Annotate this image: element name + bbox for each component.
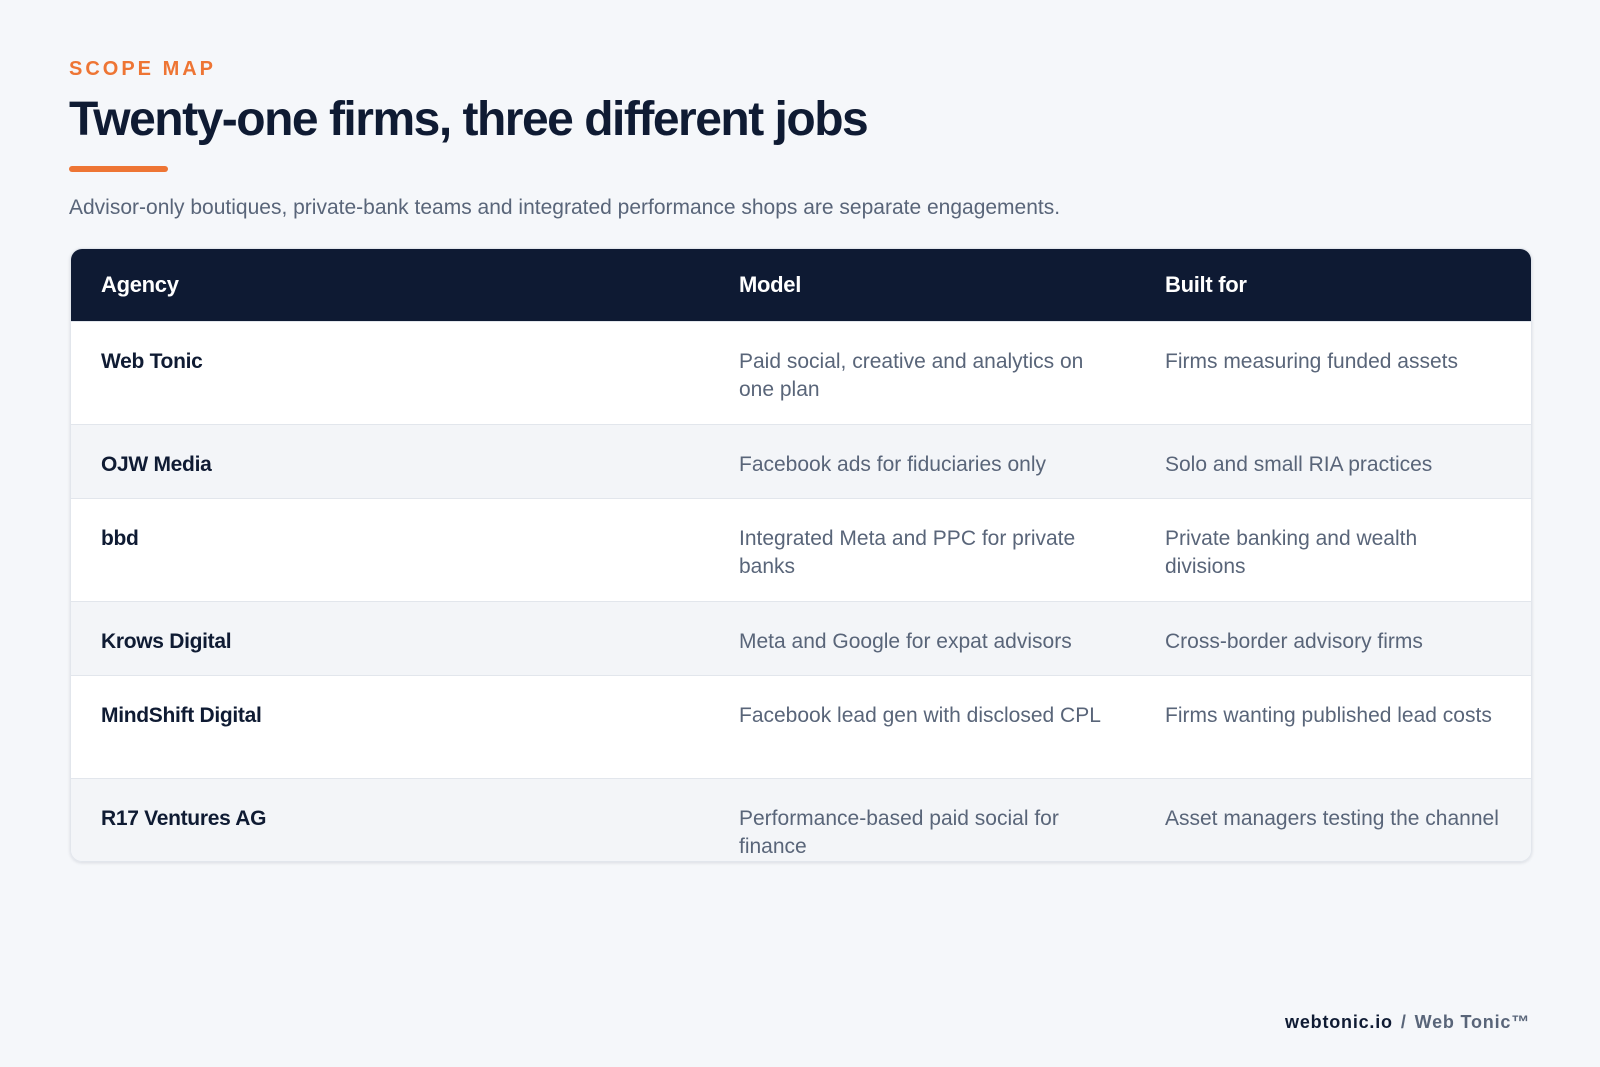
table-row: Krows Digital Meta and Google for expat a…: [71, 601, 1531, 676]
table-cell: Facebook lead gen with disclosed CPL: [709, 675, 1135, 779]
table: Agency Model Built for Web Tonic Paid socia…: [71, 249, 1531, 861]
header-cell: Model: [709, 249, 1135, 322]
table-cell: Firms measuring funded assets: [1135, 321, 1531, 425]
agency-cell: Krows Digital: [71, 601, 709, 676]
table-cell: Solo and small RIA practices: [1135, 424, 1531, 499]
table-cell: Facebook ads for fiduciaries only: [709, 424, 1135, 499]
agency-cell: OJW Media: [71, 424, 709, 499]
agency-cell: MindShift Digital: [71, 675, 709, 779]
table-cell: Paid social, creative and analytics on o…: [709, 321, 1135, 425]
table-body: Web Tonic Paid social, creative and analy…: [71, 321, 1531, 861]
header-cell: Built for: [1135, 249, 1531, 322]
table-row: bbd Integrated Meta and PPC for private b…: [71, 498, 1531, 602]
title: Twenty-one firms, three different jobs: [69, 93, 869, 146]
header-cell: Agency: [71, 249, 709, 322]
agency-cell: R17 Ventures AG: [71, 778, 709, 861]
table-cell: Meta and Google for expat advisors: [709, 601, 1135, 676]
table-row: MindShift Digital Facebook lead gen with …: [71, 675, 1531, 779]
table-row: R17 Ventures AG Performance-based paid so…: [71, 778, 1531, 861]
subtitle: Advisor-only boutiques, private-bank tea…: [69, 196, 1061, 219]
table-row: Web Tonic Paid social, creative and analy…: [71, 321, 1531, 425]
table-cell: Performance-based paid social for financ…: [709, 778, 1135, 861]
table-cell: Private banking and wealth divisions: [1135, 498, 1531, 602]
footer-brand: Web Tonic™: [1414, 1012, 1530, 1032]
table-cell: Integrated Meta and PPC for private bank…: [709, 498, 1135, 602]
eyebrow: SCOPE MAP: [69, 58, 217, 80]
accent-rule: [69, 166, 168, 172]
table-cell: Asset managers testing the channel: [1135, 778, 1531, 861]
table-card: Agency Model Built for Web Tonic Paid socia…: [70, 248, 1532, 862]
footer: webtonic.io / Web Tonic™: [1285, 1012, 1530, 1033]
footer-separator: /: [1400, 1012, 1407, 1032]
table-cell: Cross-border advisory firms: [1135, 601, 1531, 676]
footer-site: webtonic.io: [1285, 1012, 1393, 1032]
agency-cell: bbd: [71, 498, 709, 602]
agency-cell: Web Tonic: [71, 321, 709, 425]
table-cell: Firms wanting published lead costs: [1135, 675, 1531, 779]
table-row: OJW Media Facebook ads for fiduciaries on…: [71, 424, 1531, 499]
header-row: Agency Model Built for: [71, 249, 1531, 322]
